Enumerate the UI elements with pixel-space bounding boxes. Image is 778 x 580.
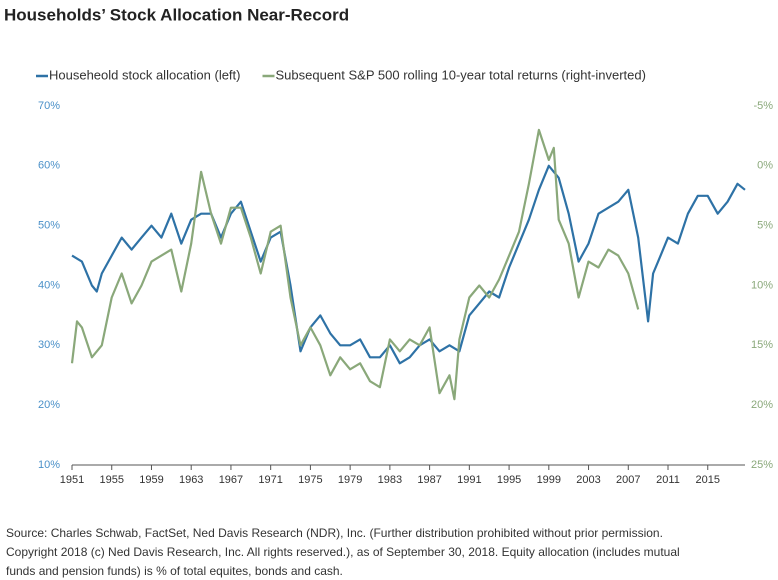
y2-tick-label: 10% — [751, 279, 773, 291]
x-tick-label: 1999 — [537, 474, 561, 486]
y-tick-label: 40% — [38, 279, 60, 291]
y-tick-label: 70% — [38, 100, 60, 112]
y2-tick-label: 25% — [751, 459, 773, 471]
y2-tick-label: 5% — [757, 220, 773, 232]
series-line — [71, 164, 746, 365]
legend-label: Subsequent S&P 500 rolling 10-year total… — [276, 67, 646, 82]
x-tick-label: 2011 — [656, 474, 680, 486]
x-tick-label: 2003 — [576, 474, 600, 486]
y-tick-label: 20% — [38, 399, 60, 411]
y2-tick-label: 20% — [751, 399, 773, 411]
y2-tick-label: 15% — [751, 339, 773, 351]
legend-label: Househeold stock allocation (left) — [49, 67, 241, 82]
y-tick-label: 30% — [38, 339, 60, 351]
x-tick-label: 1951 — [60, 474, 84, 486]
x-tick-label: 2015 — [696, 474, 720, 486]
x-tick-label: 1959 — [139, 474, 163, 486]
x-tick-label: 2007 — [616, 474, 640, 486]
chart-title: Households’ Stock Allocation Near-Record — [4, 5, 349, 24]
source-note: Source: Charles Schwab, FactSet, Ned Dav… — [6, 526, 663, 540]
y-tick-label: 60% — [38, 160, 60, 172]
y-tick-label: 50% — [38, 220, 60, 232]
x-tick-label: 1983 — [378, 474, 402, 486]
x-tick-label: 1995 — [497, 474, 521, 486]
x-tick-label: 1991 — [457, 474, 481, 486]
x-tick-label: 1963 — [179, 474, 203, 486]
x-tick-label: 1955 — [99, 474, 123, 486]
source-note: Copyright 2018 (c) Ned Davis Research, I… — [6, 545, 680, 559]
series-line — [70, 128, 640, 401]
x-tick-label: 1975 — [298, 474, 322, 486]
y2-tick-label: 0% — [757, 160, 773, 172]
x-tick-label: 1971 — [258, 474, 282, 486]
source-note: funds and pension funds) is % of total e… — [6, 564, 343, 578]
x-tick-label: 1979 — [338, 474, 362, 486]
x-tick-label: 1967 — [219, 474, 243, 486]
y2-tick-label: -5% — [753, 100, 773, 112]
x-tick-label: 1987 — [417, 474, 441, 486]
y-tick-label: 10% — [38, 459, 60, 471]
